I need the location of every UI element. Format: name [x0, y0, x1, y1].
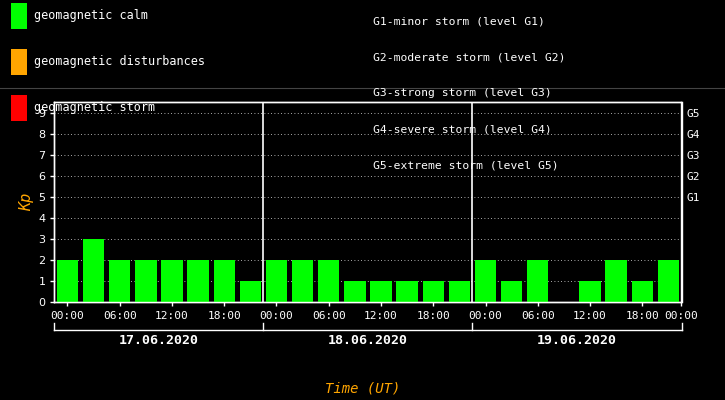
Y-axis label: Kp: Kp: [19, 193, 34, 211]
Bar: [449, 281, 470, 302]
Bar: [161, 260, 183, 302]
Bar: [318, 260, 339, 302]
Bar: [423, 281, 444, 302]
Bar: [83, 239, 104, 302]
Bar: [527, 260, 549, 302]
Bar: [109, 260, 130, 302]
Text: geomagnetic calm: geomagnetic calm: [34, 10, 148, 22]
Text: G3-strong storm (level G3): G3-strong storm (level G3): [373, 88, 552, 98]
Bar: [475, 260, 496, 302]
Bar: [397, 281, 418, 302]
Bar: [266, 260, 287, 302]
Bar: [240, 281, 261, 302]
Bar: [57, 260, 78, 302]
Text: 18.06.2020: 18.06.2020: [328, 334, 408, 347]
Text: 19.06.2020: 19.06.2020: [537, 334, 617, 347]
Bar: [213, 260, 235, 302]
Bar: [501, 281, 523, 302]
Bar: [631, 281, 653, 302]
Bar: [579, 281, 601, 302]
Bar: [292, 260, 313, 302]
Bar: [187, 260, 209, 302]
Text: G2-moderate storm (level G2): G2-moderate storm (level G2): [373, 52, 566, 62]
Text: geomagnetic disturbances: geomagnetic disturbances: [34, 56, 205, 68]
Text: 17.06.2020: 17.06.2020: [119, 334, 199, 347]
Bar: [370, 281, 392, 302]
Text: G1-minor storm (level G1): G1-minor storm (level G1): [373, 16, 545, 26]
Bar: [135, 260, 157, 302]
Text: G4-severe storm (level G4): G4-severe storm (level G4): [373, 124, 552, 134]
Bar: [605, 260, 627, 302]
Text: G5-extreme storm (level G5): G5-extreme storm (level G5): [373, 160, 559, 170]
Text: geomagnetic storm: geomagnetic storm: [34, 102, 155, 114]
Bar: [658, 260, 679, 302]
Text: Time (UT): Time (UT): [325, 382, 400, 396]
Bar: [344, 281, 365, 302]
